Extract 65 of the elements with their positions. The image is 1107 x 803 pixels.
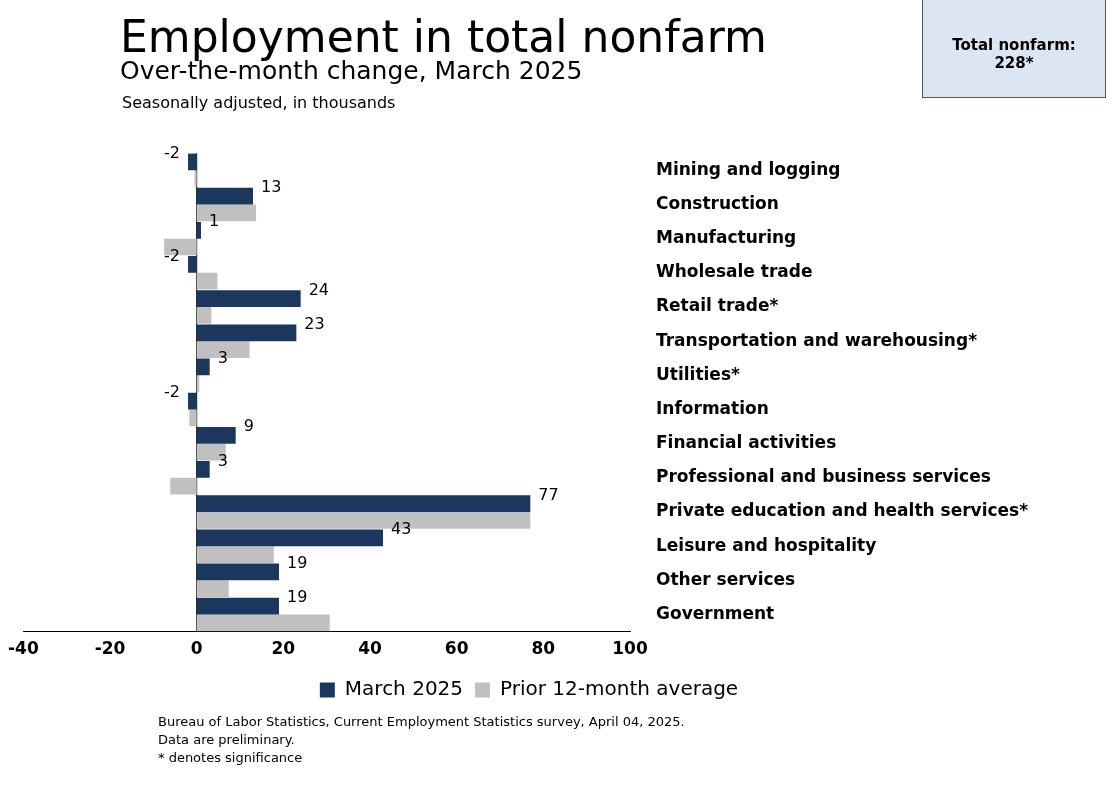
bar	[188, 392, 197, 410]
bar	[188, 153, 197, 171]
bar	[196, 426, 236, 444]
data-label: -2	[164, 245, 181, 265]
text: * denotes significance	[158, 749, 304, 767]
y-tick-label: Information	[656, 397, 769, 418]
bar	[196, 495, 531, 512]
text: Data are preliminary.	[158, 731, 296, 749]
y-tick-label: Manufacturing	[656, 227, 797, 248]
bar	[196, 324, 297, 342]
y-tick-label: Other services	[656, 568, 796, 589]
x-tick-label: 60	[444, 638, 469, 659]
bar	[196, 221, 202, 239]
y-tick-label: Government	[656, 602, 775, 623]
y-tick-label: Retail trade*	[656, 295, 779, 316]
y-tick-label: Utilities*	[656, 363, 741, 384]
bar	[196, 272, 218, 290]
bar	[194, 170, 197, 188]
bar	[196, 306, 212, 324]
x-tick-label: -40	[8, 638, 39, 659]
legend-label: March 2025	[344, 676, 464, 701]
bar	[170, 477, 197, 495]
data-label: 13	[261, 177, 282, 197]
x-tick-label: 40	[358, 638, 382, 659]
bar	[196, 187, 254, 205]
y-tick-label: Leisure and hospitality	[656, 534, 877, 555]
data-label: 24	[308, 279, 330, 299]
bar	[196, 290, 301, 307]
text: Bureau of Labor Statistics, Current Employment Statistics survey, April 04, 2025.	[158, 713, 685, 731]
x-tick-label: 100	[612, 638, 648, 659]
data-label: 1	[209, 211, 220, 231]
y-tick-label: Wholesale trade	[656, 261, 813, 282]
bar	[196, 461, 210, 478]
y-tick-label: Professional and business services	[656, 466, 991, 487]
data-label: 43	[391, 518, 412, 538]
bar	[196, 563, 280, 581]
data-label: 3	[217, 348, 228, 368]
y-tick-label: Financial activities	[656, 432, 837, 453]
x-tick-label: 0	[190, 638, 203, 659]
x-tick-label: -20	[94, 638, 126, 659]
text: Total nonfarm: 228*	[922, 0, 1106, 98]
bar	[196, 597, 280, 615]
bar	[196, 529, 384, 547]
data-label: -2	[164, 382, 181, 402]
data-label: 3	[217, 450, 228, 470]
y-axis-title: Seasonally adjusted, in thousands	[122, 93, 396, 112]
bar	[188, 256, 197, 273]
y-tick-label: Private education and health services*	[656, 500, 1029, 521]
data-label: 9	[243, 416, 254, 436]
y-tick-label: Transportation and warehousing*	[656, 329, 978, 350]
bar	[196, 580, 229, 598]
bar	[196, 546, 274, 563]
data-label: 77	[538, 484, 559, 504]
y-tick-label: Mining and logging	[656, 158, 841, 179]
data-label: 19	[287, 553, 308, 573]
bar	[196, 358, 210, 376]
data-label: 23	[304, 313, 325, 333]
x-tick-label: 80	[531, 638, 556, 659]
x-tick-label: 20	[271, 638, 296, 659]
bar	[196, 614, 330, 632]
legend-label: Prior 12-month average	[500, 676, 739, 701]
data-label: -2	[164, 143, 181, 163]
y-tick-label: Construction	[656, 192, 779, 213]
data-label: 19	[287, 587, 308, 607]
bar	[189, 409, 197, 427]
